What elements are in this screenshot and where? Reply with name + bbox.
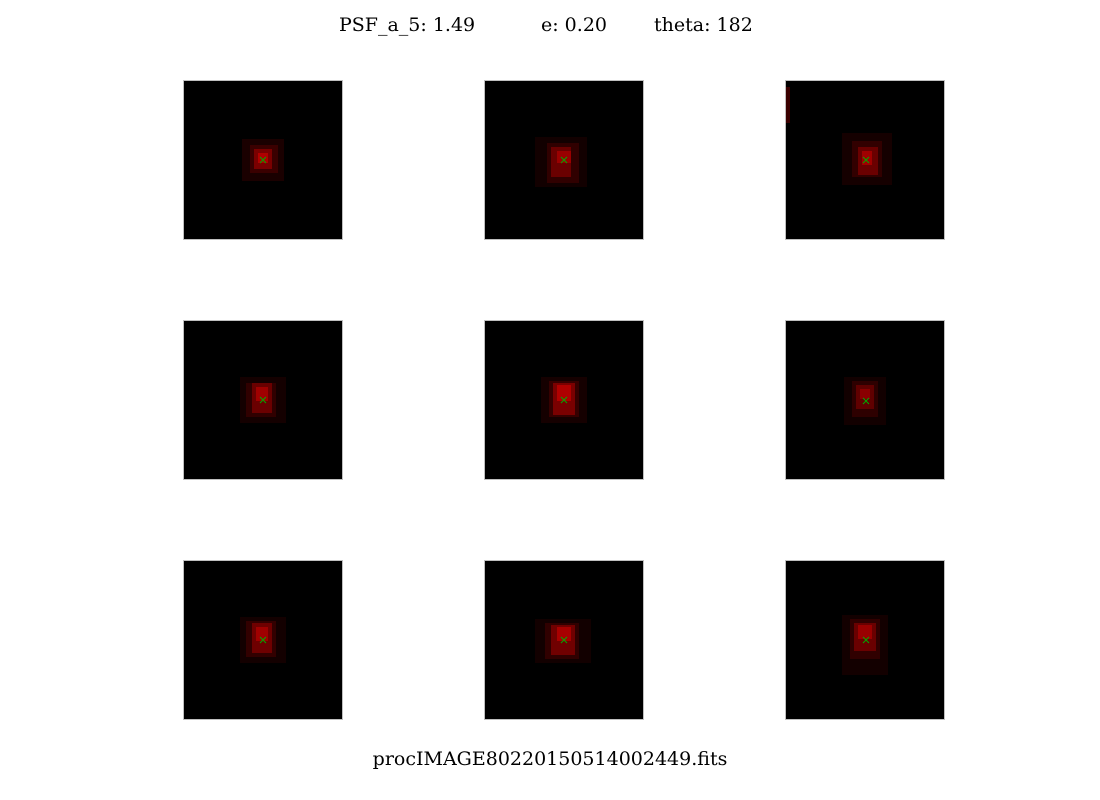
center-marker-icon bbox=[862, 397, 870, 405]
psf-image bbox=[485, 321, 643, 479]
center-marker-icon bbox=[560, 396, 568, 404]
center-marker-icon bbox=[259, 636, 267, 644]
psf-core bbox=[858, 625, 872, 639]
psf-core bbox=[557, 151, 571, 163]
psf-image bbox=[786, 561, 944, 719]
center-marker-icon bbox=[862, 156, 870, 164]
psf-core bbox=[258, 153, 268, 163]
center-marker-icon bbox=[259, 396, 267, 404]
center-marker-icon bbox=[259, 156, 267, 164]
filename-label: procIMAGE80220150514002449.fits bbox=[372, 748, 728, 770]
psf-panel-r2c3 bbox=[785, 320, 945, 480]
edge-artifact bbox=[786, 87, 790, 123]
center-marker-icon bbox=[560, 636, 568, 644]
header: PSF_a_5: 1.49 e: 0.20 theta: 182 bbox=[0, 12, 1100, 38]
psf-core bbox=[557, 385, 571, 401]
psf-panel-r3c3 bbox=[785, 560, 945, 720]
psf-core bbox=[862, 151, 872, 165]
psf-panel-r1c2 bbox=[484, 80, 644, 240]
psf-image bbox=[485, 561, 643, 719]
center-marker-icon bbox=[560, 156, 568, 164]
psf-a5-label: PSF_a_5: 1.49 bbox=[339, 14, 476, 36]
psf-panel-r2c2 bbox=[484, 320, 644, 480]
center-marker-icon bbox=[862, 636, 870, 644]
psf-image bbox=[184, 561, 342, 719]
psf-image bbox=[184, 321, 342, 479]
psf-image bbox=[184, 81, 342, 239]
psf-image bbox=[786, 81, 944, 239]
psf-panel-r3c1 bbox=[183, 560, 343, 720]
ellipticity-label: e: 0.20 bbox=[541, 14, 607, 36]
psf-panel-r1c1 bbox=[183, 80, 343, 240]
psf-image bbox=[786, 321, 944, 479]
psf-core bbox=[860, 389, 870, 399]
theta-label: theta: 182 bbox=[654, 14, 753, 36]
psf-panel-r1c3 bbox=[785, 80, 945, 240]
psf-core bbox=[557, 627, 571, 641]
psf-image bbox=[485, 81, 643, 239]
psf-panel-r2c1 bbox=[183, 320, 343, 480]
psf-panel-r3c2 bbox=[484, 560, 644, 720]
